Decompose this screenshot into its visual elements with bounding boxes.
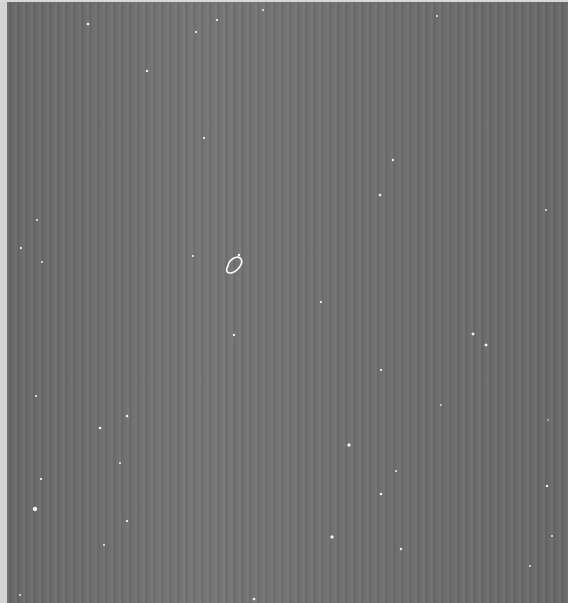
star [378,193,382,197]
star [39,477,43,481]
star [32,506,38,512]
star [194,30,198,34]
star [440,404,442,406]
star [192,255,194,257]
star [547,419,549,421]
star [252,597,256,601]
star [330,535,334,539]
star [551,535,553,537]
star [391,158,395,162]
star [119,462,121,464]
star [319,300,323,304]
star [202,136,206,140]
star [484,343,488,347]
star [86,22,90,26]
star [125,414,129,418]
star [19,246,23,250]
star [379,492,383,496]
object-core [237,253,241,257]
star [395,470,397,472]
top-border [0,0,568,2]
star [35,395,37,397]
star [379,368,383,372]
star [41,261,43,263]
star-field-image [7,2,568,603]
star [529,565,531,567]
star [125,519,129,523]
star [232,333,236,337]
left-border [0,0,7,603]
star [471,332,475,336]
star [436,15,438,17]
star [36,219,38,221]
highlighted-object [225,253,243,274]
star [545,209,547,211]
star [399,547,403,551]
stars [19,9,553,601]
star [262,9,264,11]
star [215,18,219,22]
star [103,544,105,546]
star [98,426,102,430]
star [19,594,21,596]
star-field-svg [19,9,553,601]
ellipse-outline [225,256,243,274]
star [545,484,549,488]
star [347,443,351,447]
star [145,69,149,73]
